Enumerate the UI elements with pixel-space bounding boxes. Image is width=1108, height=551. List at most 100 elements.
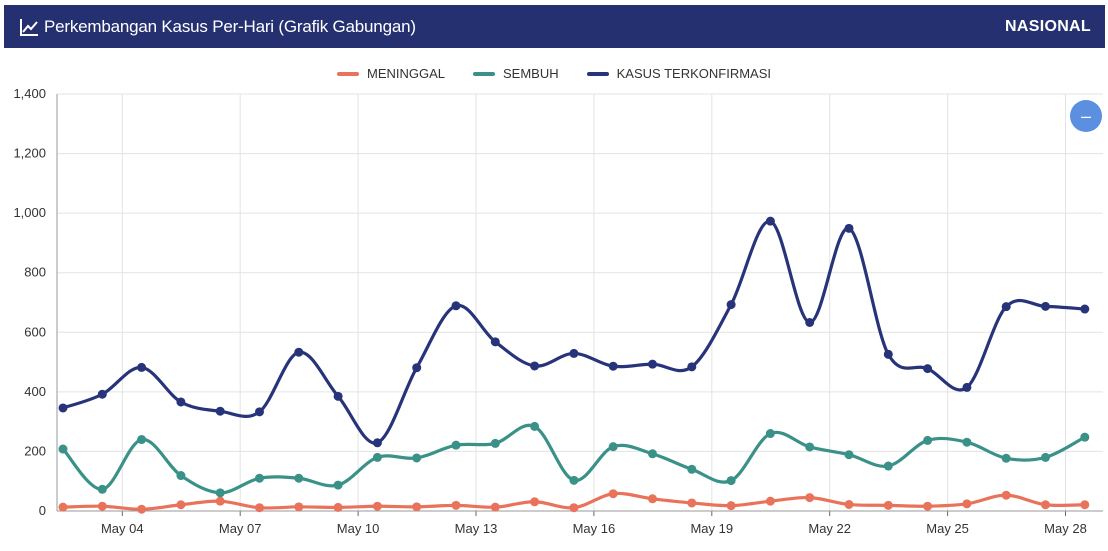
data-point-kasus [726,300,736,310]
data-point-kasus [137,362,147,372]
legend-label-kasus: KASUS TERKONFIRMASI [616,66,771,81]
data-point-sembuh [569,475,579,485]
data-point-kasus [765,216,775,226]
legend-label-sembuh: SEMBUH [503,66,559,81]
data-point-kasus [923,364,933,374]
data-point-meninggal [1041,500,1050,510]
data-point-sembuh [1080,432,1090,442]
chart-header: Perkembangan Kasus Per-Hari (Grafik Gabu… [4,5,1105,48]
data-point-sembuh [883,461,893,471]
zoom-out-button[interactable]: – [1070,100,1102,132]
data-point-meninggal [726,501,736,511]
y-tick-label: 1,400 [13,86,46,101]
data-point-meninggal [58,502,68,512]
series-line-kasus [61,219,1087,445]
data-point-kasus [1041,301,1050,311]
x-tick-label: May 22 [808,521,851,536]
legend-label-meninggal: MENINGGAL [367,66,446,81]
data-point-kasus [412,363,422,373]
x-tick-label: May 28 [1044,521,1087,536]
data-point-meninggal [412,502,422,512]
data-point-meninggal [687,498,697,508]
data-point-kasus [962,382,972,392]
data-point-sembuh [805,442,815,452]
data-point-kasus [255,407,264,417]
data-point-sembuh [844,450,854,460]
legend-swatch-meninggal [337,71,359,76]
data-point-meninggal [530,497,540,507]
data-point-meninggal [372,501,382,511]
data-point-meninggal [490,502,500,512]
data-point-sembuh [176,471,186,481]
y-tick-label: 800 [24,265,46,280]
legend-swatch-kasus [586,71,609,76]
legend-item-sembuh[interactable]: SEMBUH [473,66,559,81]
data-point-kasus [215,406,225,416]
y-tick-label: 1,000 [13,205,46,220]
data-point-meninggal [805,493,815,503]
header-left: Perkembangan Kasus Per-Hari (Grafik Gabu… [18,16,416,38]
data-point-meninggal [608,489,618,499]
data-point-kasus [333,391,343,401]
data-point-meninggal [97,501,107,511]
data-point-sembuh [412,453,422,463]
data-point-sembuh [333,480,343,490]
data-point-meninggal [765,496,775,506]
legend-item-kasus[interactable]: KASUS TERKONFIRMASI [586,66,771,81]
data-point-kasus [372,438,382,448]
data-point-sembuh [58,444,68,454]
y-tick-label: 200 [24,443,46,458]
line-chart-icon [18,16,40,38]
x-tick-label: May 16 [573,521,616,536]
x-tick-label: May 13 [455,521,498,536]
data-point-sembuh [97,484,107,494]
y-tick-label: 1,200 [13,146,46,161]
y-tick-label: 400 [24,384,46,399]
data-point-sembuh [608,442,618,452]
data-point-meninggal [137,504,147,514]
data-point-kasus [97,389,107,399]
x-tick-label: May 07 [219,521,262,536]
data-point-sembuh [490,438,500,448]
x-tick-label: May 25 [926,521,969,536]
x-tick-label: May 19 [690,521,733,536]
data-point-meninggal [569,503,579,513]
data-point-sembuh [923,435,933,445]
data-point-sembuh [1001,453,1011,463]
chart-title: Perkembangan Kasus Per-Hari (Grafik Gabu… [44,16,416,36]
data-point-sembuh [255,473,264,483]
data-point-sembuh [1041,452,1050,462]
data-point-meninggal [294,502,304,512]
data-point-meninggal [1080,500,1090,510]
data-point-meninggal [255,503,264,513]
data-point-kasus [451,301,461,311]
data-point-kasus [687,362,697,372]
data-point-sembuh [765,429,775,439]
data-point-sembuh [726,476,736,486]
data-point-kasus [844,223,854,233]
data-point-kasus [569,348,579,358]
data-point-sembuh [372,452,382,462]
data-point-kasus [805,317,815,327]
data-point-meninggal [176,500,186,510]
data-point-meninggal [215,496,225,506]
data-point-meninggal [923,501,933,511]
data-point-kasus [176,397,186,407]
data-point-kasus [530,361,540,371]
data-point-meninggal [451,500,461,510]
data-point-kasus [883,349,893,359]
data-point-kasus [1001,302,1011,312]
chart-legend: MENINGGAL SEMBUH KASUS TERKONFIRMASI [0,66,1108,81]
legend-item-meninggal[interactable]: MENINGGAL [337,66,445,81]
scope-label[interactable]: NASIONAL [1005,17,1091,35]
data-point-meninggal [883,500,893,510]
data-point-sembuh [451,440,461,450]
data-point-kasus [608,361,618,371]
x-tick-label: May 04 [101,521,144,536]
data-point-meninggal [844,499,854,509]
data-point-kasus [58,403,68,413]
data-point-sembuh [215,488,225,498]
data-point-meninggal [648,494,657,504]
legend-swatch-sembuh [473,71,496,76]
